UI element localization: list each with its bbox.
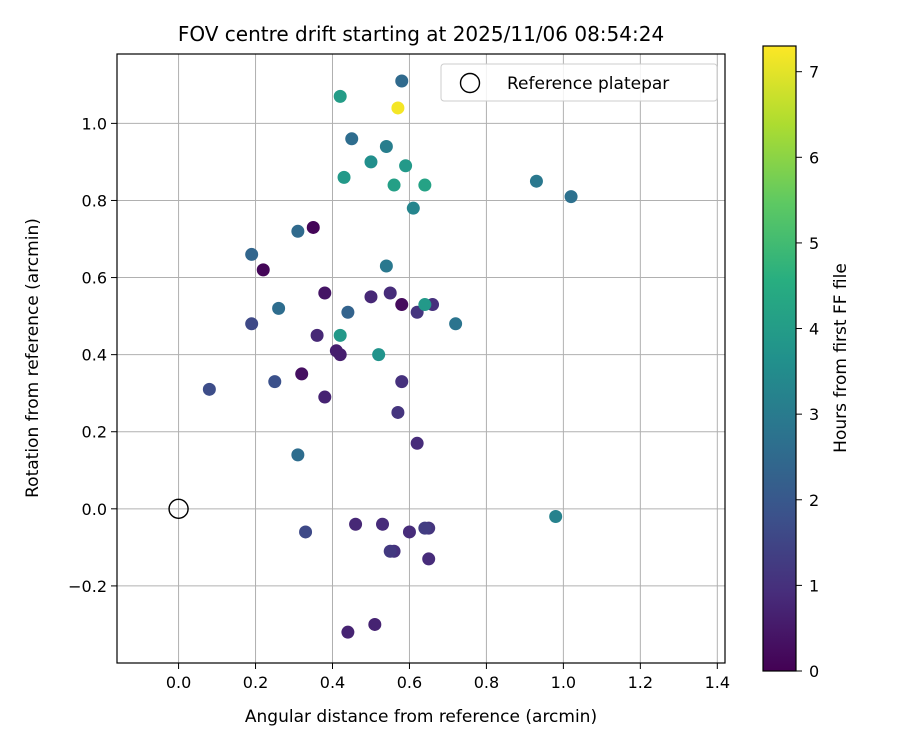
data-point bbox=[549, 510, 563, 524]
data-point bbox=[306, 220, 320, 234]
colorbar-gradient bbox=[762, 45, 797, 672]
data-point bbox=[395, 298, 409, 312]
x-tick-label: 0.0 bbox=[166, 673, 191, 692]
data-point bbox=[406, 201, 420, 215]
data-point bbox=[364, 155, 378, 169]
colorbar-ticks: 0 1 2 3 4 5 6 7 bbox=[796, 63, 819, 681]
data-point bbox=[364, 290, 378, 304]
y-axis-ticks: −0.2 0.0 0.2 0.4 0.6 0.8 1.0 bbox=[68, 114, 117, 596]
reference-platepar-marker bbox=[168, 498, 189, 520]
data-point bbox=[310, 328, 324, 342]
data-point bbox=[391, 405, 405, 419]
colorbar-label: Hours from first FF file bbox=[831, 263, 851, 453]
x-tick-label: 0.8 bbox=[474, 673, 499, 692]
legend-box bbox=[440, 63, 718, 102]
data-point bbox=[349, 517, 363, 531]
y-tick-label: 0.8 bbox=[82, 191, 107, 210]
data-point bbox=[383, 286, 397, 300]
data-point bbox=[341, 625, 355, 639]
data-point bbox=[333, 348, 347, 362]
data-point bbox=[245, 247, 259, 261]
data-point bbox=[318, 390, 332, 404]
data-point bbox=[529, 174, 543, 188]
data-point bbox=[299, 525, 313, 539]
data-point bbox=[422, 552, 436, 566]
data-point bbox=[345, 132, 359, 146]
data-point bbox=[418, 178, 432, 192]
colorbar-tick-label: 1 bbox=[809, 576, 819, 595]
colorbar-tick-label: 7 bbox=[809, 63, 819, 82]
plot-frame bbox=[116, 53, 726, 664]
chart-title: FOV centre drift starting at 2025/11/06 … bbox=[178, 22, 664, 46]
data-point bbox=[291, 448, 305, 462]
data-point bbox=[399, 159, 413, 173]
data-point bbox=[295, 367, 309, 381]
colorbar-tick-label: 6 bbox=[809, 148, 819, 167]
colorbar-tick-label: 2 bbox=[809, 491, 819, 510]
data-point bbox=[418, 521, 432, 535]
y-axis-label: Rotation from reference (arcmin) bbox=[23, 218, 43, 498]
legend-reference-label: Reference platepar bbox=[507, 74, 669, 94]
colorbar-tick-label: 3 bbox=[809, 405, 819, 424]
data-point bbox=[391, 101, 405, 115]
data-point bbox=[202, 382, 216, 396]
y-tick-label: 0.2 bbox=[82, 423, 107, 442]
y-tick-label: 0.6 bbox=[82, 269, 107, 288]
reference-marker-layer bbox=[168, 498, 189, 520]
data-point bbox=[449, 317, 463, 331]
data-point bbox=[395, 375, 409, 389]
data-point bbox=[341, 305, 355, 319]
data-point bbox=[379, 140, 393, 154]
colorbar-tick-label: 5 bbox=[809, 234, 819, 253]
data-point bbox=[564, 190, 578, 204]
data-point bbox=[333, 328, 347, 342]
data-point bbox=[272, 301, 286, 315]
y-tick-label: 0.4 bbox=[82, 346, 107, 365]
data-point bbox=[318, 286, 332, 300]
data-point bbox=[379, 259, 393, 273]
x-tick-label: 1.4 bbox=[705, 673, 730, 692]
data-points bbox=[202, 74, 578, 639]
data-point bbox=[383, 544, 397, 558]
data-point bbox=[245, 317, 259, 331]
x-tick-label: 1.2 bbox=[628, 673, 653, 692]
x-tick-label: 0.6 bbox=[397, 673, 422, 692]
data-point bbox=[337, 170, 351, 184]
data-point bbox=[402, 525, 416, 539]
data-point bbox=[410, 436, 424, 450]
colorbar: 0 1 2 3 4 5 6 7 Hours from first FF file bbox=[762, 45, 851, 681]
x-tick-label: 1.0 bbox=[551, 673, 576, 692]
colorbar-tick-label: 0 bbox=[809, 662, 819, 681]
data-point bbox=[372, 348, 386, 362]
x-axis-ticks: 0.0 0.2 0.4 0.6 0.8 1.0 1.2 1.4 bbox=[166, 663, 730, 692]
grid-lines bbox=[117, 54, 725, 663]
x-axis-label: Angular distance from reference (arcmin) bbox=[245, 707, 597, 727]
data-point bbox=[376, 517, 390, 531]
legend: Reference platepar bbox=[440, 63, 718, 102]
legend-reference-marker bbox=[459, 72, 481, 94]
data-point bbox=[256, 263, 270, 277]
colorbar-tick-label: 4 bbox=[809, 320, 819, 339]
y-tick-label: −0.2 bbox=[68, 577, 107, 596]
x-tick-label: 0.2 bbox=[243, 673, 268, 692]
y-tick-label: 1.0 bbox=[82, 114, 107, 133]
data-point bbox=[395, 74, 409, 88]
data-point bbox=[268, 375, 282, 389]
data-point bbox=[333, 89, 347, 103]
x-tick-label: 0.4 bbox=[320, 673, 345, 692]
data-point bbox=[368, 617, 382, 631]
y-tick-label: 0.0 bbox=[82, 500, 107, 519]
data-point bbox=[418, 298, 432, 312]
data-point bbox=[291, 224, 305, 238]
data-point bbox=[387, 178, 401, 192]
